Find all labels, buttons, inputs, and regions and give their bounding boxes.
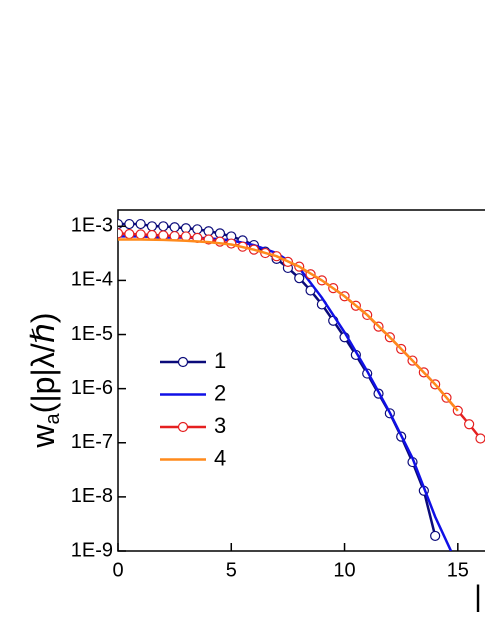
data-point <box>203 226 214 237</box>
data-point <box>158 221 169 232</box>
y-tick-label: 1E-9 <box>71 539 113 561</box>
data-point <box>135 229 146 240</box>
y-tick-label: 1E-3 <box>71 215 113 237</box>
data-point <box>158 230 169 241</box>
data-point <box>214 228 226 239</box>
y-tick-label: 1E-6 <box>71 377 113 399</box>
data-point <box>146 229 158 241</box>
legend-label: 4 <box>214 445 226 470</box>
x-tick-label: 10 <box>333 559 355 581</box>
series-line <box>118 222 437 537</box>
data-point <box>118 218 124 230</box>
legend-marker <box>177 356 189 368</box>
x-tick-label: 0 <box>112 559 123 581</box>
y-tick-label: 1E-5 <box>71 323 113 345</box>
data-point <box>475 433 485 444</box>
y-tick-label: 1E-8 <box>71 485 113 507</box>
y-label-sub: a <box>42 412 64 424</box>
data-point <box>124 218 135 230</box>
data-point <box>135 218 146 230</box>
series-line <box>118 238 459 412</box>
legend-label: 1 <box>214 348 226 373</box>
plot-frame <box>117 209 485 552</box>
data-point <box>294 273 305 284</box>
y-label-rest: (|p|λ/ℏ) <box>25 312 61 413</box>
data-point <box>124 228 135 240</box>
x-axis-label: | <box>474 580 482 613</box>
y-tick-label: 1E-7 <box>71 431 113 453</box>
plot-area <box>118 218 485 551</box>
data-point <box>192 224 203 235</box>
y-tick-label: 1E-4 <box>71 269 113 291</box>
legend-label: 3 <box>214 413 226 438</box>
data-point <box>464 419 475 430</box>
y-label-main: w <box>25 424 61 449</box>
data-point <box>430 530 441 542</box>
legend-label: 2 <box>214 380 226 405</box>
legend-marker <box>177 421 189 433</box>
x-tick-label: 15 <box>447 559 469 581</box>
data-point <box>118 228 124 239</box>
x-tick-label: 5 <box>226 559 237 581</box>
data-point <box>146 221 158 232</box>
data-point <box>169 222 180 233</box>
y-axis-label: wa(|p|λ/ℏ) <box>25 312 64 448</box>
